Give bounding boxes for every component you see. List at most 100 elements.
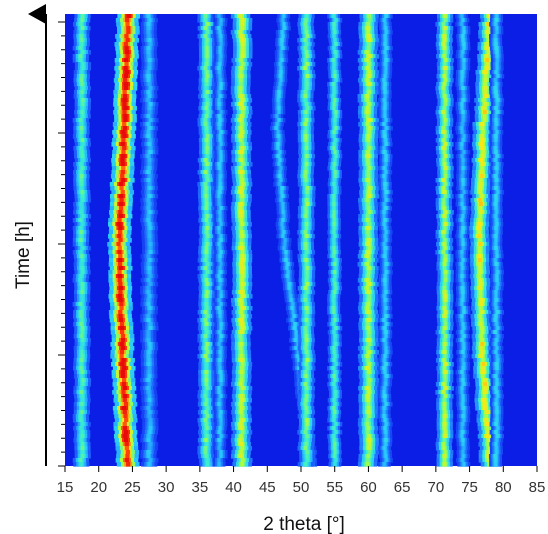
heatmap-cell	[366, 242, 371, 247]
heatmap-cell	[205, 138, 209, 143]
heatmap-cell	[147, 278, 151, 283]
heatmap-cell	[220, 322, 223, 327]
heatmap-cell	[304, 286, 308, 291]
heatmap-cell	[296, 354, 299, 359]
heatmap-cell	[126, 26, 131, 31]
heatmap-cell	[280, 38, 284, 43]
heatmap-cell	[241, 46, 245, 51]
heatmap-cell	[332, 182, 336, 187]
heatmap-cell	[205, 358, 209, 363]
heatmap-cell	[366, 290, 371, 295]
heatmap-cell	[332, 194, 335, 199]
heatmap-cell	[305, 234, 309, 239]
heatmap-cell	[281, 210, 285, 215]
heatmap-cell	[383, 398, 387, 403]
heatmap-cell	[334, 286, 337, 291]
heatmap-cell	[332, 14, 335, 19]
heatmap-cell	[332, 366, 335, 371]
heatmap-cell	[79, 178, 83, 183]
heatmap-cell	[122, 406, 127, 411]
heatmap-cell	[365, 306, 370, 311]
heatmap-cell	[123, 58, 129, 63]
heatmap-cell	[333, 282, 337, 287]
heatmap-cell	[332, 210, 336, 215]
heatmap-cell	[304, 170, 308, 175]
heatmap-cell	[122, 410, 127, 415]
heatmap-cell	[146, 438, 150, 443]
heatmap-cell	[382, 146, 386, 151]
heatmap-cell	[124, 418, 129, 423]
heatmap-cell	[240, 50, 245, 55]
heatmap-cell	[117, 218, 122, 223]
heatmap-cell	[305, 78, 309, 83]
heatmap-cell	[334, 50, 337, 55]
heatmap-cell	[304, 382, 308, 387]
heatmap-cell	[204, 310, 208, 315]
heatmap-cell	[367, 282, 372, 287]
heatmap-cell	[332, 246, 336, 251]
heatmap-cell	[204, 250, 208, 255]
heatmap-cell	[238, 90, 243, 95]
heatmap-cell	[305, 106, 310, 111]
heatmap-cell	[118, 238, 123, 243]
heatmap-cell	[365, 198, 370, 203]
heatmap-cell	[239, 226, 243, 231]
heatmap-cell	[219, 270, 222, 275]
heatmap-cell	[366, 142, 371, 147]
heatmap-cell	[218, 190, 221, 195]
diffraction-peak-38	[212, 14, 228, 467]
heatmap-cell	[204, 26, 208, 31]
heatmap-cell	[218, 162, 221, 167]
heatmap-cell	[218, 62, 221, 67]
heatmap-cell	[239, 406, 244, 411]
heatmap-cell	[304, 210, 308, 215]
heatmap-cell	[334, 450, 337, 455]
heatmap-cell	[220, 130, 223, 135]
heatmap-cell	[80, 358, 84, 363]
heatmap-cell	[205, 242, 209, 247]
heatmap-cell	[80, 334, 84, 339]
heatmap-cell	[384, 34, 387, 39]
heatmap-cell	[383, 326, 386, 331]
heatmap-cell	[285, 266, 289, 271]
heatmap-cell	[365, 418, 370, 423]
heatmap-cell	[241, 458, 245, 463]
heatmap-cell	[383, 86, 386, 91]
heatmap-cell	[240, 266, 245, 271]
heatmap-cell	[205, 330, 209, 335]
heatmap-cell	[147, 142, 151, 147]
heatmap-cell	[219, 278, 222, 283]
heatmap-cell	[205, 210, 209, 215]
heatmap-cell	[333, 318, 337, 323]
heatmap-cell	[333, 370, 337, 375]
heatmap-cell	[303, 22, 307, 27]
heatmap-cell	[333, 414, 336, 419]
heatmap-cell	[239, 154, 244, 159]
heatmap-cell	[365, 218, 370, 223]
heatmap-cell	[332, 310, 335, 315]
heatmap-cell	[146, 406, 150, 411]
heatmap-cell	[204, 334, 208, 339]
heatmap-cell	[79, 134, 83, 139]
heatmap-cell	[365, 78, 370, 83]
heatmap-cell	[117, 278, 122, 283]
heatmap-cell	[296, 342, 300, 347]
heatmap-cell	[304, 398, 308, 403]
diffraction-peak-36	[197, 14, 216, 467]
heatmap-cell	[80, 254, 84, 259]
heatmap-cell	[219, 138, 222, 143]
heatmap-cell	[218, 122, 221, 127]
heatmap-cell	[219, 78, 222, 83]
heatmap-cell	[218, 442, 222, 447]
heatmap-cell	[365, 354, 370, 359]
heatmap-cell	[367, 270, 371, 275]
heatmap-cell	[383, 226, 387, 231]
heatmap-cell	[217, 226, 221, 231]
heatmap-cell	[218, 218, 222, 223]
heatmap-cell	[217, 26, 221, 31]
heatmap-cell	[80, 402, 84, 407]
heatmap-cell	[205, 154, 209, 159]
heatmap-cell	[281, 234, 285, 239]
heatmap-cell	[333, 358, 336, 363]
heatmap-cell	[219, 222, 223, 227]
